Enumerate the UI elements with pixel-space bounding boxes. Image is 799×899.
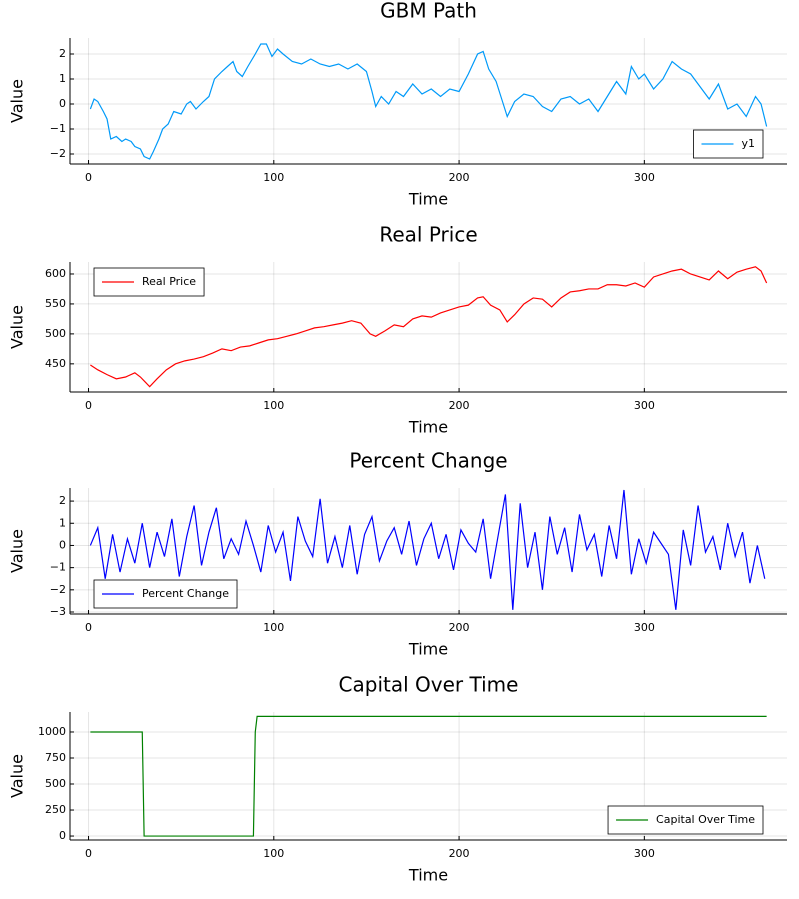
x-tick-label: 100	[263, 399, 284, 412]
y-tick-label: 550	[45, 297, 66, 310]
y-tick-label: 1	[59, 72, 66, 85]
legend-label: y1	[741, 137, 755, 150]
legend: Real Price	[93, 267, 205, 297]
x-tick-label: 300	[634, 621, 655, 634]
y-tick-label: 0	[59, 829, 66, 842]
x-axis-label: Time	[408, 190, 448, 209]
data-line	[89, 489, 766, 610]
legend-label: Real Price	[142, 275, 196, 288]
x-axis-label: Time	[408, 866, 448, 885]
x-tick-label: 300	[634, 399, 655, 412]
y-tick-label: 500	[45, 327, 66, 340]
y-tick-label: 250	[45, 803, 66, 816]
x-tick-label: 100	[263, 847, 284, 860]
y-tick-label: −2	[50, 147, 66, 160]
x-tick-label: 0	[85, 847, 92, 860]
y-axis-label: Value	[8, 529, 27, 573]
chart-title: Capital Over Time	[339, 673, 519, 697]
y-axis-label: Value	[8, 754, 27, 798]
x-tick-label: 300	[634, 171, 655, 184]
y-tick-label: 0	[59, 538, 66, 551]
legend: Capital Over Time	[607, 805, 764, 835]
legend-label: Capital Over Time	[656, 813, 755, 826]
x-tick-label: 200	[449, 847, 470, 860]
y-tick-label: −2	[50, 583, 66, 596]
x-tick-label: 100	[263, 621, 284, 634]
x-axis-label: Time	[408, 418, 448, 437]
y-tick-label: −1	[50, 561, 66, 574]
y-tick-label: 2	[59, 47, 66, 60]
chart-title: GBM Path	[380, 0, 477, 23]
y-tick-label: 750	[45, 751, 66, 764]
data-line	[90, 715, 767, 837]
y-tick-label: 1000	[38, 725, 66, 738]
x-tick-label: 0	[85, 171, 92, 184]
x-tick-label: 200	[449, 171, 470, 184]
legend-label: Percent Change	[142, 587, 229, 600]
x-tick-label: 0	[85, 621, 92, 634]
legend: Percent Change	[93, 579, 238, 609]
y-tick-label: 1	[59, 516, 66, 529]
data-line	[90, 266, 768, 388]
y-tick-label: 600	[45, 267, 66, 280]
x-tick-label: 0	[85, 399, 92, 412]
chart-title: Real Price	[379, 223, 477, 247]
y-tick-label: 500	[45, 777, 66, 790]
x-tick-label: 300	[634, 847, 655, 860]
chart-title: Percent Change	[349, 449, 507, 473]
y-axis-label: Value	[8, 305, 27, 349]
y-tick-label: 0	[59, 97, 66, 110]
y-axis-label: Value	[8, 79, 27, 123]
y-tick-label: −3	[50, 605, 66, 618]
y-tick-label: −1	[50, 122, 66, 135]
x-tick-label: 100	[263, 171, 284, 184]
data-line	[89, 43, 768, 160]
y-tick-label: 2	[59, 494, 66, 507]
x-tick-label: 200	[449, 399, 470, 412]
y-tick-label: 450	[45, 357, 66, 370]
x-tick-label: 200	[449, 621, 470, 634]
x-axis-label: Time	[408, 640, 448, 659]
legend: y1	[693, 129, 764, 159]
